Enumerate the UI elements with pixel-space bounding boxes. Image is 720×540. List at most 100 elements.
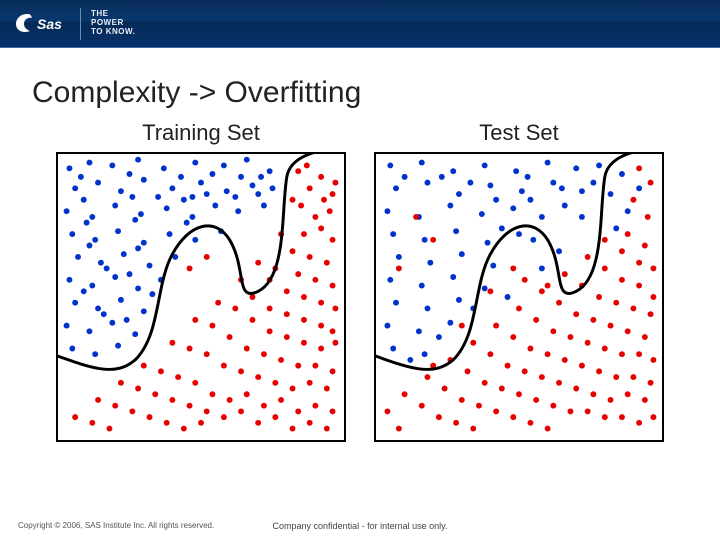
data-point-red	[510, 414, 516, 420]
data-point-blue	[545, 160, 551, 166]
data-point-red	[330, 191, 336, 197]
data-point-red	[295, 168, 301, 174]
data-point-blue	[138, 211, 144, 217]
data-point-blue	[396, 254, 402, 260]
data-point-red	[135, 386, 141, 392]
data-point-red	[602, 237, 608, 243]
data-point-blue	[393, 300, 399, 306]
data-point-red	[642, 334, 648, 340]
data-point-blue	[390, 231, 396, 237]
data-point-red	[215, 300, 221, 306]
data-point-blue	[467, 180, 473, 186]
data-point-blue	[562, 203, 568, 209]
data-point-blue	[459, 251, 465, 257]
data-point-blue	[132, 217, 138, 223]
data-point-blue	[258, 174, 264, 180]
data-point-red	[290, 248, 296, 254]
data-point-blue	[487, 183, 493, 189]
data-point-red	[312, 363, 318, 369]
data-point-red	[278, 357, 284, 363]
data-point-blue	[608, 191, 614, 197]
data-point-blue	[192, 160, 198, 166]
data-point-blue	[169, 185, 175, 191]
data-point-red	[527, 346, 533, 352]
data-point-red	[330, 237, 336, 243]
data-point-red	[419, 403, 425, 409]
data-point-blue	[72, 185, 78, 191]
data-point-blue	[104, 265, 110, 271]
data-point-blue	[387, 162, 393, 168]
data-point-red	[585, 340, 591, 346]
data-point-red	[636, 420, 642, 426]
data-point-blue	[490, 263, 496, 269]
data-point-red	[510, 334, 516, 340]
data-point-blue	[95, 305, 101, 311]
data-point-red	[244, 346, 250, 352]
data-point-red	[568, 408, 574, 414]
data-point-blue	[485, 240, 491, 246]
svg-text:Sas: Sas	[37, 16, 62, 32]
data-point-red	[650, 357, 656, 363]
confidential-text: Company confidential - for internal use …	[273, 521, 448, 531]
data-point-red	[545, 283, 551, 289]
data-point-red	[608, 397, 614, 403]
data-point-red	[648, 380, 654, 386]
training-chart-label: Training Set	[142, 120, 260, 146]
data-point-blue	[115, 343, 121, 349]
data-point-red	[327, 208, 333, 214]
data-point-blue	[149, 291, 155, 297]
data-point-blue	[425, 180, 431, 186]
data-point-blue	[98, 260, 104, 266]
data-point-blue	[155, 194, 161, 200]
data-point-red	[493, 323, 499, 329]
data-point-red	[284, 311, 290, 317]
data-point-red	[307, 420, 313, 426]
data-point-red	[295, 408, 301, 414]
data-point-red	[533, 317, 539, 323]
data-point-red	[267, 305, 273, 311]
data-point-red	[650, 265, 656, 271]
data-point-blue	[204, 191, 210, 197]
data-point-red	[499, 386, 505, 392]
data-point-red	[175, 374, 181, 380]
data-point-blue	[513, 168, 519, 174]
data-point-red	[470, 426, 476, 432]
test-chart-label: Test Set	[479, 120, 558, 146]
data-point-blue	[613, 225, 619, 231]
data-point-blue	[127, 171, 133, 177]
data-point-red	[301, 294, 307, 300]
data-point-blue	[92, 351, 98, 357]
data-point-blue	[66, 277, 72, 283]
data-point-blue	[416, 328, 422, 334]
data-point-blue	[619, 171, 625, 177]
data-point-red	[453, 420, 459, 426]
data-point-blue	[141, 240, 147, 246]
data-point-red	[573, 311, 579, 317]
data-point-red	[476, 403, 482, 409]
data-point-red	[636, 260, 642, 266]
data-point-red	[187, 265, 193, 271]
data-point-blue	[135, 245, 141, 251]
data-point-blue	[270, 185, 276, 191]
data-point-blue	[92, 237, 98, 243]
data-point-blue	[109, 162, 115, 168]
data-point-red	[181, 426, 187, 432]
data-point-red	[255, 420, 261, 426]
data-point-red	[636, 165, 642, 171]
data-point-red	[192, 317, 198, 323]
data-point-red	[147, 414, 153, 420]
data-point-red	[602, 265, 608, 271]
data-point-red	[255, 260, 261, 266]
data-point-blue	[590, 180, 596, 186]
data-point-red	[527, 420, 533, 426]
data-point-red	[533, 397, 539, 403]
data-point-blue	[135, 157, 141, 163]
data-point-blue	[407, 357, 413, 363]
data-point-blue	[81, 288, 87, 294]
data-point-blue	[84, 220, 90, 226]
data-point-blue	[453, 228, 459, 234]
copyright-text: Copyright © 2006, SAS Institute Inc. All…	[18, 521, 214, 530]
data-point-red	[232, 305, 238, 311]
data-point-blue	[72, 300, 78, 306]
data-point-blue	[178, 174, 184, 180]
